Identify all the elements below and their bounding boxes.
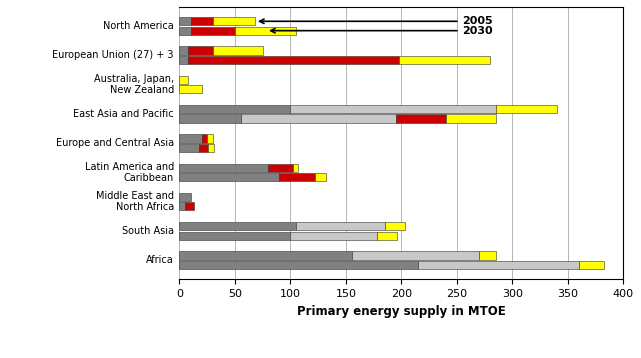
Bar bbox=[179, 76, 188, 84]
Text: 2005: 2005 bbox=[260, 16, 493, 26]
Bar bbox=[188, 56, 399, 64]
Bar bbox=[479, 251, 496, 260]
Bar bbox=[185, 202, 194, 211]
Bar bbox=[290, 105, 496, 113]
X-axis label: Primary energy supply in MTOE: Primary energy supply in MTOE bbox=[297, 305, 506, 318]
Bar bbox=[179, 193, 190, 201]
Text: 2030: 2030 bbox=[271, 26, 493, 36]
Bar bbox=[579, 261, 604, 269]
Bar bbox=[179, 222, 296, 230]
Bar bbox=[213, 17, 255, 25]
Bar bbox=[290, 232, 377, 240]
Bar bbox=[269, 164, 293, 172]
Bar bbox=[296, 222, 385, 230]
Bar bbox=[279, 173, 315, 181]
Bar bbox=[179, 105, 290, 113]
Bar bbox=[179, 56, 188, 64]
Bar bbox=[446, 115, 496, 122]
Bar bbox=[179, 134, 202, 142]
Bar bbox=[351, 251, 479, 260]
Bar bbox=[179, 232, 290, 240]
Bar bbox=[190, 26, 235, 35]
Bar bbox=[293, 164, 298, 172]
Bar bbox=[377, 232, 397, 240]
Bar bbox=[385, 222, 405, 230]
Bar bbox=[399, 56, 490, 64]
Bar bbox=[208, 144, 214, 152]
Bar bbox=[179, 85, 202, 93]
Bar bbox=[179, 26, 190, 35]
Bar bbox=[179, 17, 190, 25]
Bar bbox=[496, 105, 557, 113]
Bar bbox=[315, 173, 326, 181]
Bar bbox=[199, 144, 208, 152]
Bar bbox=[418, 261, 579, 269]
Bar bbox=[240, 115, 396, 122]
Bar bbox=[213, 47, 263, 55]
Bar bbox=[190, 17, 213, 25]
Bar bbox=[179, 251, 351, 260]
Bar bbox=[188, 47, 213, 55]
Bar bbox=[179, 115, 240, 122]
Bar bbox=[207, 134, 213, 142]
Bar bbox=[179, 173, 279, 181]
Bar bbox=[235, 26, 296, 35]
Bar bbox=[179, 164, 269, 172]
Bar bbox=[179, 261, 418, 269]
Bar bbox=[179, 202, 185, 211]
Bar bbox=[396, 115, 446, 122]
Bar bbox=[179, 47, 188, 55]
Bar bbox=[202, 134, 207, 142]
Bar bbox=[179, 144, 199, 152]
